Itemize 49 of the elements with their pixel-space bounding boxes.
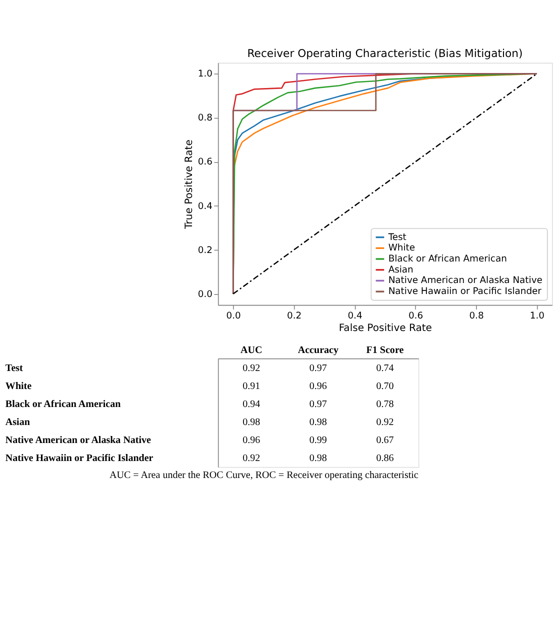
data-label: 0.98: [242, 417, 260, 428]
data-label: 0.97: [309, 398, 327, 410]
data-label: 0.94: [242, 398, 260, 410]
data-label: 0.97: [309, 362, 327, 374]
legend-label: Black or African American: [388, 253, 508, 264]
data-label: 0.92: [242, 362, 260, 374]
legend-label: Native Hawaiin or Pacific Islander: [388, 286, 542, 298]
x-tick-label: 0.6: [408, 310, 424, 322]
x-tick-label: 0.4: [348, 310, 362, 322]
x-tick-label: 1.0: [530, 310, 545, 322]
data-label: 0.78: [376, 398, 394, 410]
y-tick-label: Black or African American: [5, 398, 122, 410]
y-axis-title: True Positive Rate: [184, 140, 196, 230]
y-tick-label: 1.0: [198, 68, 213, 80]
data-label: 0.91: [242, 380, 260, 392]
y-tick-label: 0.6: [198, 156, 213, 168]
y-tick-label: Test: [5, 362, 24, 374]
data-label: 0.86: [376, 453, 394, 464]
legend-label: Native American or Alaska Native: [388, 275, 543, 286]
x-tick-label: F1 Score: [366, 344, 404, 356]
y-tick-label: 0.8: [198, 112, 213, 124]
y-tick-label: 0.0: [198, 288, 213, 300]
x-axis-title: False Positive Rate: [338, 323, 432, 334]
data-label: 0.96: [309, 380, 327, 392]
legend-label: Asian: [388, 264, 414, 276]
data-label: 0.92: [376, 417, 394, 428]
data-label: 0.99: [309, 435, 327, 446]
x-tick-label: AUC: [240, 344, 262, 356]
chart-title: Receiver Operating Characteristic (Bias Mitigation): [247, 46, 523, 60]
x-tick-label: 0.2: [286, 310, 302, 322]
text: AUC = Area under the ROC Curve, ROC = Receiver operating characteristic: [109, 470, 419, 481]
x-tick-label: Accuracy: [298, 344, 338, 356]
legend-label: Test: [387, 232, 407, 243]
y-tick-label: Asian: [5, 417, 30, 428]
data-label: 0.98: [309, 417, 327, 428]
data-label: 0.74: [376, 362, 394, 374]
data-label: 0.98: [309, 453, 327, 464]
data-label: 0.92: [242, 453, 260, 464]
y-tick-label: 0.4: [198, 200, 213, 212]
x-tick-label: 0.8: [469, 310, 484, 322]
y-tick-label: White: [5, 380, 32, 392]
y-tick-label: Native Hawaiin or Pacific Islander: [5, 453, 154, 464]
data-label: 0.67: [376, 435, 394, 446]
y-tick-label: 0.2: [198, 244, 213, 256]
data-label: 0.96: [242, 435, 260, 446]
legend-label: White: [388, 242, 416, 254]
x-tick-label: 0.0: [226, 310, 242, 322]
data-label: 0.70: [376, 380, 394, 392]
y-tick-label: Native American or Alaska Native: [5, 435, 152, 446]
